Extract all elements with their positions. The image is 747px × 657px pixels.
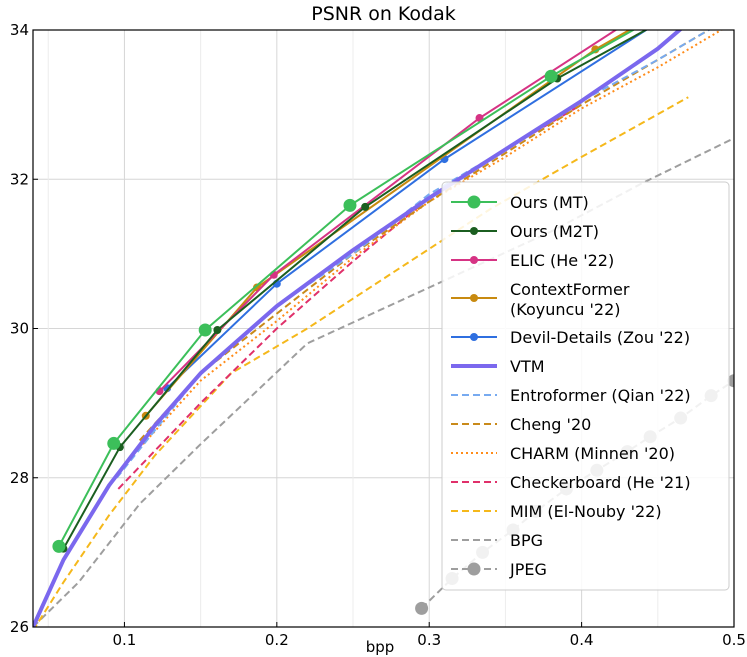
x-tick-label: 0.1: [113, 631, 137, 649]
legend-label-contextformer-koyuncu-22: ContextFormer: [510, 280, 630, 299]
legend: Ours (MT) Ours (M2T) ELIC (He '22) ContextF…: [441, 181, 730, 591]
data-point-ours-mt: [198, 323, 212, 337]
series-line-ours-mt: [57, 30, 636, 548]
data-point-ours-m2t: [213, 325, 222, 334]
legend-marker-devil-details-zou-22: [470, 333, 478, 341]
data-point-ours-mt: [667, 1, 680, 14]
y-tick-label: 32: [10, 170, 29, 188]
x-tick-label: 0.4: [570, 631, 594, 649]
data-point-contextformer-koyuncu-22: [639, 19, 647, 27]
data-point-ours-mt: [343, 198, 357, 212]
x-tick-label: 0.3: [417, 631, 441, 649]
data-point-devil-details-zou-22: [654, 19, 662, 27]
legend-box: [441, 181, 730, 591]
data-point-ours-mt: [107, 436, 121, 450]
data-point-jpeg: [415, 601, 429, 615]
ticks: 0.1 0.2 0.3 0.4 0.5 26 28 30 32 34: [10, 21, 746, 649]
legend-label-mim-el-nouby-22: MIM (El-Nouby '22): [510, 502, 662, 521]
legend-marker-contextformer-koyuncu-22: [470, 294, 478, 302]
chart-title: PSNR on Kodak: [311, 3, 456, 25]
y-tick-label: 28: [10, 469, 29, 487]
y-tick-label: 34: [10, 21, 29, 39]
legend-label-bpg: BPG: [510, 531, 543, 550]
legend-label-checkerboard-he-21: Checkerboard (He '21): [510, 473, 691, 492]
data-point-ours-m2t: [669, 11, 677, 19]
legend-label-jpeg: JPEG: [509, 560, 547, 579]
x-axis-label: bpp: [366, 638, 395, 656]
y-tick-label: 30: [10, 320, 29, 338]
series-line-devil-details-zou-22: [166, 30, 648, 390]
x-tick-label: 0.2: [265, 631, 289, 649]
x-tick-label: 0.5: [722, 631, 746, 649]
data-point-elic-he-22: [623, 19, 631, 27]
legend-marker-jpeg: [467, 562, 481, 576]
series-line-vtm: [33, 30, 683, 627]
data-point-ours-m2t: [361, 202, 370, 211]
legend-label-elic-he-22: ELIC (He '22): [510, 251, 614, 270]
series-line-contextformer-koyuncu-22: [144, 30, 632, 417]
legend-label-ours-m2t: Ours (M2T): [510, 222, 599, 241]
legend-label-charm-minnen-20: CHARM (Minnen '20): [510, 444, 675, 463]
legend-marker-elic-he-22: [470, 256, 478, 264]
legend-label-entroformer-qian-22: Entroformer (Qian '22): [510, 386, 691, 405]
legend-label-cheng-20: Cheng '20: [510, 415, 591, 434]
data-point-ours-mt: [544, 69, 558, 83]
data-point-ours-mt: [52, 539, 66, 553]
legend-label-vtm: VTM: [510, 357, 545, 376]
legend-label-ours-mt: Ours (MT): [510, 193, 589, 212]
legend-marker-ours-m2t: [470, 227, 478, 235]
legend-marker-ours-mt: [467, 195, 481, 209]
y-tick-label: 26: [10, 618, 29, 636]
legend-label-devil-details-zou-22: Devil-Details (Zou '22): [510, 328, 690, 347]
series-line-ours-m2t: [62, 30, 648, 550]
legend-label-contextformer-koyuncu-22: (Koyuncu '22): [510, 300, 621, 319]
